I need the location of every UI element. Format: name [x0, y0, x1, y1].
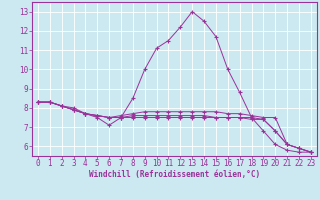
X-axis label: Windchill (Refroidissement éolien,°C): Windchill (Refroidissement éolien,°C) — [89, 170, 260, 179]
